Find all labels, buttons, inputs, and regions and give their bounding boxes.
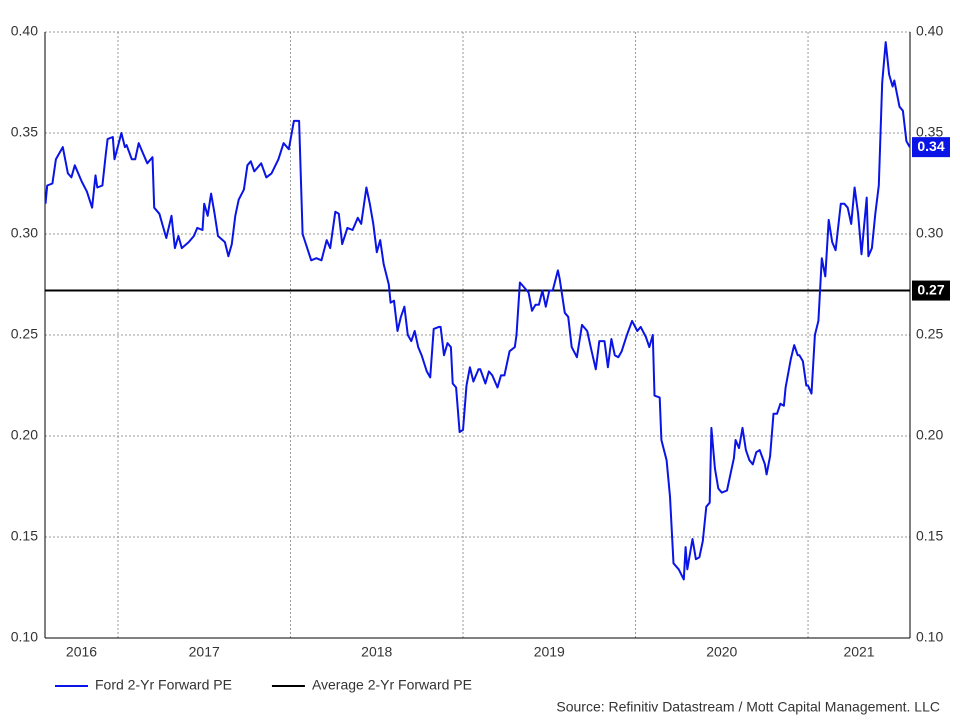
y2-tick-label: 0.35: [916, 124, 943, 140]
legend-label: Ford 2-Yr Forward PE: [95, 677, 232, 693]
x-tick-label: 2019: [534, 644, 565, 660]
y2-tick-label: 0.25: [916, 326, 943, 342]
end-label-bg: [912, 137, 950, 158]
legend-label: Average 2-Yr Forward PE: [312, 677, 472, 693]
reference-label-bg: [912, 280, 950, 301]
x-tick-label: 2021: [843, 644, 874, 660]
x-tick-label: 2020: [706, 644, 737, 660]
reference-label: 0.27: [917, 281, 944, 297]
y2-tick-label: 0.15: [916, 528, 943, 544]
y-tick-label: 0.40: [11, 23, 38, 39]
y2-tick-label: 0.30: [916, 225, 943, 241]
y-tick-label: 0.10: [11, 629, 38, 645]
y-tick-label: 0.30: [11, 225, 38, 241]
end-label: 0.34: [917, 138, 944, 154]
x-tick-label: 2017: [189, 644, 220, 660]
y-tick-label: 0.20: [11, 427, 38, 443]
y-tick-label: 0.25: [11, 326, 38, 342]
y-tick-label: 0.15: [11, 528, 38, 544]
y2-tick-label: 0.20: [916, 427, 943, 443]
y2-tick-label: 0.10: [916, 629, 943, 645]
y2-tick-label: 0.40: [916, 23, 943, 39]
y-tick-label: 0.35: [11, 124, 38, 140]
x-tick-label: 2016: [66, 644, 97, 660]
source-note: Source: Refinitiv Datastream / Mott Capi…: [556, 699, 940, 715]
x-tick-label: 2018: [361, 644, 392, 660]
series-line: [44, 41, 911, 581]
